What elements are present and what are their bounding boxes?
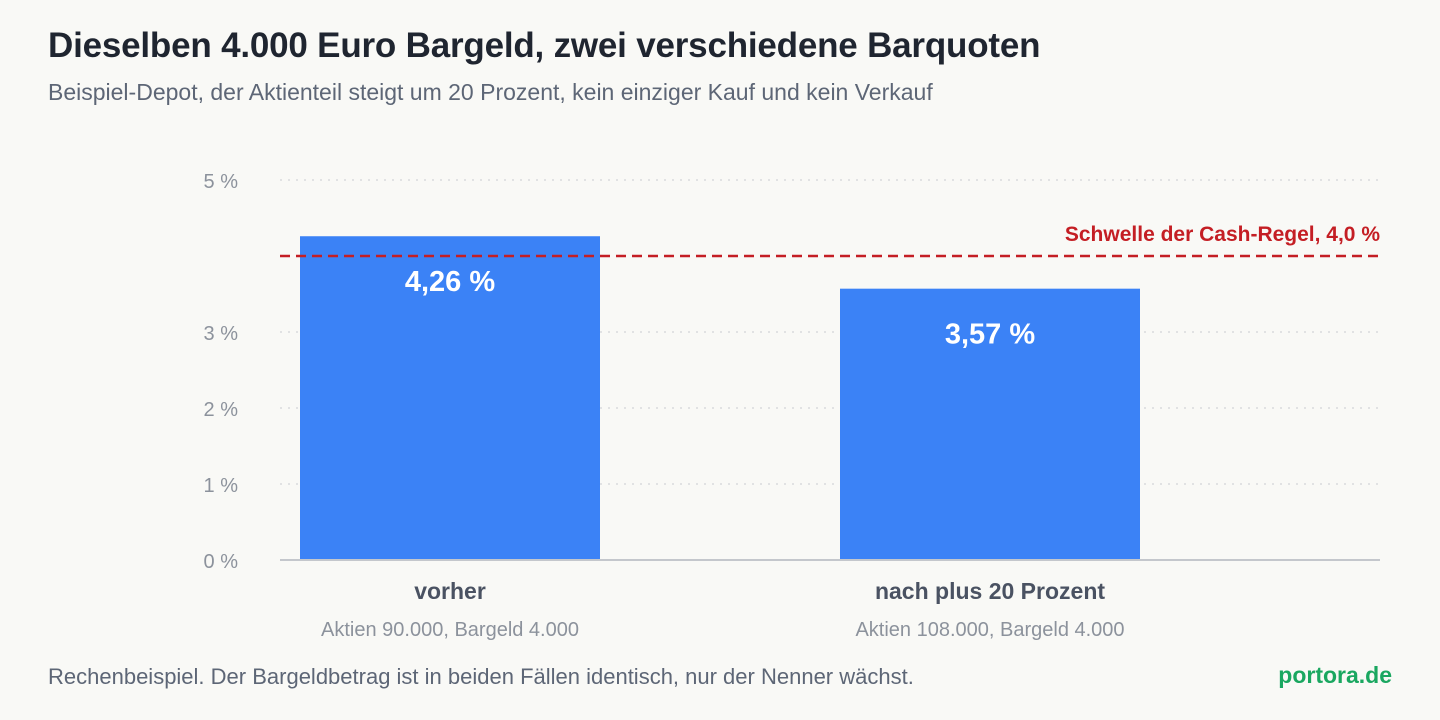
bar: [300, 236, 600, 561]
y-tick-label: 5 %: [204, 171, 239, 193]
bar: [840, 288, 1140, 560]
bar-value-label: 4,26 %: [405, 266, 495, 298]
footnote: Rechenbeispiel. Der Bargeldbetrag ist in…: [48, 664, 914, 689]
threshold-label: Schwelle der Cash-Regel, 4,0 %: [1065, 223, 1380, 246]
x-category-label: nach plus 20 Prozent: [875, 578, 1105, 604]
x-category-sublabel: Aktien 90.000, Bargeld 4.000: [321, 619, 579, 641]
y-tick-label: 1 %: [204, 475, 239, 497]
x-category-sublabel: Aktien 108.000, Bargeld 4.000: [855, 619, 1124, 641]
chart-subtitle: Beispiel-Depot, der Aktienteil steigt um…: [48, 79, 933, 105]
bar-value-label: 3,57 %: [945, 319, 1035, 351]
brand-logo-text[interactable]: portora.de: [1278, 662, 1392, 688]
chart-title: Dieselben 4.000 Euro Bargeld, zwei versc…: [48, 26, 1041, 65]
y-tick-label: 3 %: [204, 323, 239, 345]
y-tick-label: 2 %: [204, 399, 239, 421]
y-tick-label: 0 %: [204, 551, 239, 573]
x-category-label: vorher: [414, 578, 486, 604]
